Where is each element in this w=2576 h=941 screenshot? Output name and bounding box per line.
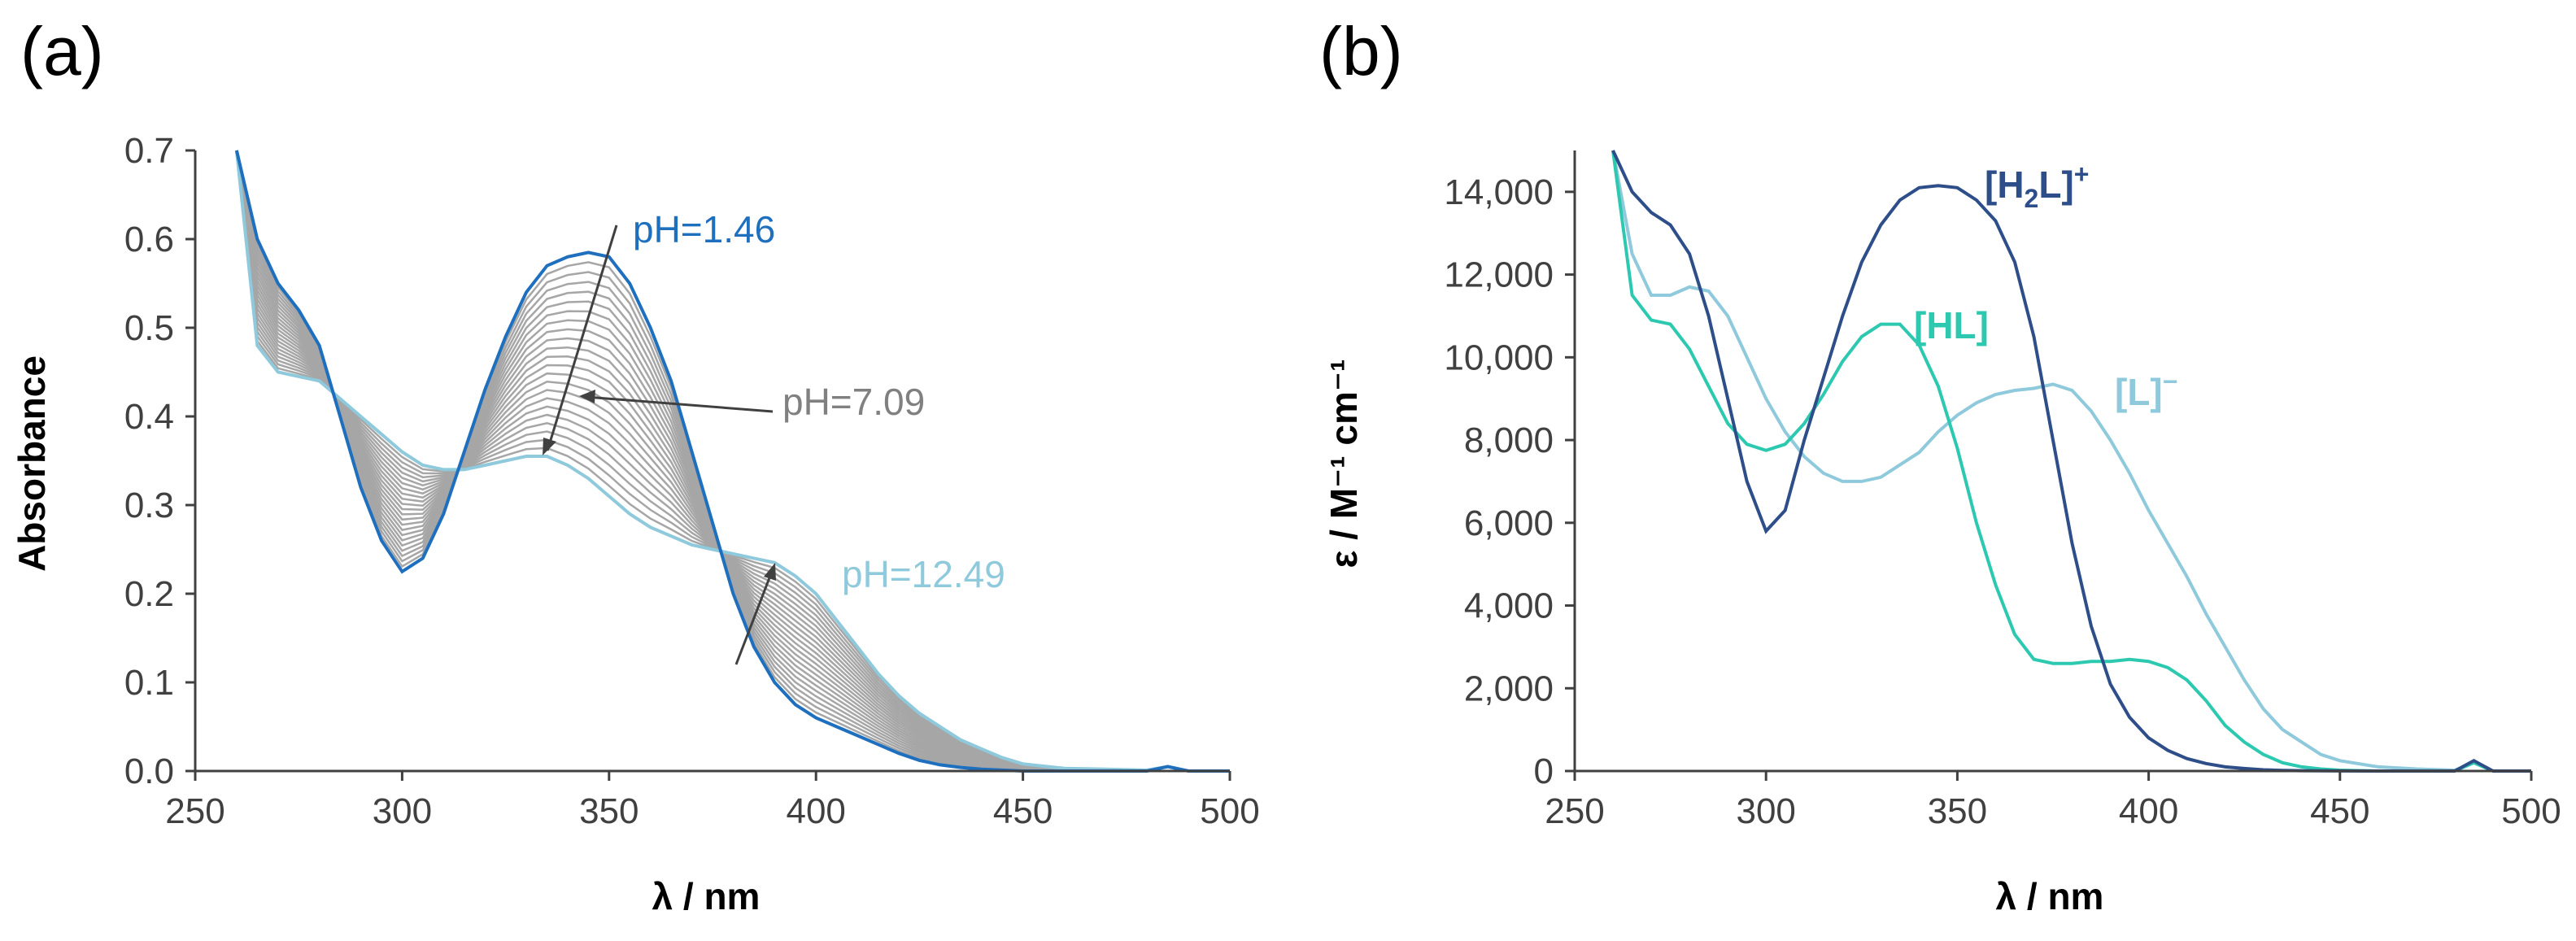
arrow-up-icon (734, 569, 774, 665)
y-tick-label-a: 0.5 (124, 308, 174, 348)
x-tick-labels-b: 250 300 350 400 450 500 (1545, 791, 2561, 831)
y-tick-labels-a: 0.0 0.1 0.2 0.3 0.4 0.5 0.6 0.7 (124, 131, 174, 791)
series-line-l (1611, 150, 2531, 773)
arrow-down-icon (546, 224, 618, 451)
x-tick-label-b: 350 (1928, 791, 1987, 831)
series-line-ph-12-49 (234, 150, 1230, 773)
x-tick-label-b: 300 (1736, 791, 1795, 831)
arrowhead-icon (764, 563, 776, 581)
y-tick-label-a: 0.6 (124, 220, 174, 259)
y-tick-labels-b: 0 2,000 4,000 6,000 8,000 10,000 12,000 14,000 (1444, 172, 1554, 791)
x-tick-label-a: 400 (786, 791, 845, 831)
y-tick-label-b: 8,000 (1464, 420, 1554, 460)
y-axis-label-a: Absorbance (11, 355, 53, 572)
y-tick-label-a: 0.4 (124, 397, 174, 437)
y-tick-label-b: 4,000 (1464, 586, 1554, 626)
y-tick-label-b: 12,000 (1444, 255, 1554, 295)
series-line-hl (1611, 150, 2531, 773)
x-tick-labels-a: 250 300 350 400 450 500 (165, 791, 1259, 831)
annotation-ph-12-49: pH=12.49 (842, 553, 1005, 595)
y-axis-label-b: ε / M⁻¹ cm⁻¹ (1323, 359, 1365, 569)
legend-h2l-main: [H (1985, 163, 2025, 206)
legend-h2l-tail: L] (2038, 163, 2073, 206)
y-tick-label-a: 0.7 (124, 131, 174, 171)
legend-hl: [HL] (1914, 304, 1989, 346)
y-tick-label-a: 0.3 (124, 486, 174, 525)
x-tick-label-b: 250 (1545, 791, 1604, 831)
axes-a (185, 149, 1231, 781)
arrow-left-icon (585, 395, 774, 413)
series-line-h2l (1611, 150, 2531, 773)
x-tick-label-b: 400 (2119, 791, 2178, 831)
y-tick-label-a: 0.1 (124, 663, 174, 703)
legend-h2l: [H2L]+ (1985, 159, 2089, 213)
chart-a: (a) 0.0 0.1 0.2 0.3 0.4 0.5 0.6 0.7 250 300 350 40… (11, 13, 1260, 917)
y-tick-label-a: 0.2 (124, 574, 174, 614)
annotation-ph-1-46: pH=1.46 (633, 208, 775, 250)
panel-label-b: (b) (1319, 13, 1403, 89)
x-tick-label-b: 500 (2501, 791, 2561, 831)
y-tick-label-b: 14,000 (1444, 172, 1554, 212)
x-tick-label-b: 450 (2310, 791, 2369, 831)
arrowhead-icon (543, 438, 556, 455)
arrows-a (543, 224, 776, 665)
legend-h2l-sup: + (2074, 159, 2090, 189)
x-tick-label-a: 450 (993, 791, 1053, 831)
series-lines-b (1611, 150, 2531, 773)
y-tick-label-b: 2,000 (1464, 669, 1554, 708)
legend-h2l-sub: 2 (2025, 184, 2039, 213)
y-tick-label-b: 6,000 (1464, 503, 1554, 543)
annotation-ph-7-09: pH=7.09 (782, 381, 925, 423)
legend-l-sup: − (2163, 367, 2178, 396)
x-axis-label-a: λ / nm (652, 875, 761, 917)
x-tick-label-a: 250 (165, 791, 224, 831)
y-tick-label-b: 10,000 (1444, 338, 1554, 377)
y-tick-label-a: 0.0 (124, 751, 174, 791)
x-tick-label-a: 500 (1200, 791, 1259, 831)
x-axis-label-b: λ / nm (1996, 875, 2104, 917)
legend-l: [L]− (2115, 367, 2177, 413)
arrowhead-icon (579, 390, 595, 403)
legend-l-main: [L] (2115, 371, 2163, 413)
y-tick-label-b: 0 (1534, 751, 1554, 791)
x-tick-label-a: 350 (579, 791, 639, 831)
axes-b (1565, 150, 2533, 781)
x-tick-label-a: 300 (373, 791, 432, 831)
panel-label-a: (a) (20, 13, 104, 89)
chart-b: (b) 0 2,000 4,000 6,000 8,000 10,000 12,000 14,… (1319, 13, 2561, 917)
